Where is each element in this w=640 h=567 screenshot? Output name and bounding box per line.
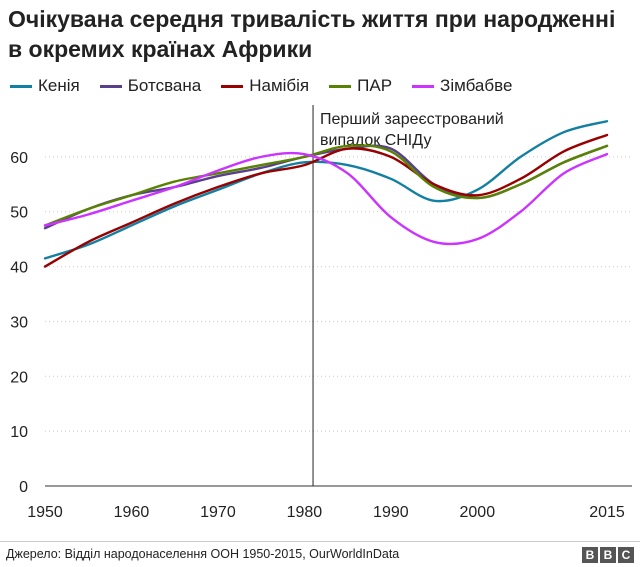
x-tick-label: 1960: [114, 504, 150, 521]
y-tick-label: 50: [10, 205, 28, 222]
y-tick-label: 0: [19, 479, 28, 496]
legend-swatch: [221, 84, 244, 88]
legend-label: Ботсвана: [127, 76, 202, 95]
legend-item: Кенія: [10, 76, 80, 96]
source-note: Джерело: Відділ народонаселення ООН 1950…: [6, 547, 400, 561]
legend-label: Намібія: [249, 76, 310, 95]
line-chart: 0 10 20 30 40 50 60 1950 1960 1970 1980 1990 2000 201…: [10, 105, 632, 521]
x-tick-label: 1990: [373, 504, 409, 521]
x-tick-label: 2000: [460, 504, 496, 521]
series-line: [43, 133, 609, 268]
bbc-logo: B B C: [582, 547, 634, 563]
x-tick-label: 1980: [287, 504, 323, 521]
x-tick-label: 1950: [27, 504, 63, 521]
series-line: [43, 151, 609, 246]
bbc-logo-letter: B: [600, 547, 616, 563]
series-line: [43, 144, 609, 230]
series-line: [43, 144, 609, 227]
y-tick-label: 60: [10, 150, 28, 167]
annotation-text: Перший зареєстрований: [320, 111, 504, 128]
bbc-logo-letter: C: [618, 547, 634, 563]
legend-swatch: [329, 84, 352, 88]
legend-swatch: [10, 84, 32, 88]
legend-swatch: [99, 84, 122, 88]
x-tick-label: 2015: [589, 504, 625, 521]
legend-item: ПАР: [329, 76, 392, 96]
y-tick-label: 20: [10, 369, 28, 386]
bbc-logo-letter: B: [582, 547, 598, 563]
legend-item: Намібія: [221, 76, 309, 96]
y-tick-label: 30: [10, 314, 28, 331]
legend-label: Кенія: [38, 76, 80, 95]
chart-legend: Кенія Ботсвана Намібія ПАР Зімбабве: [10, 76, 532, 96]
footer: Джерело: Відділ народонаселення ООН 1950…: [0, 541, 640, 567]
x-tick-label: 1970: [200, 504, 236, 521]
y-tick-label: 10: [10, 424, 28, 441]
series-line: [43, 120, 609, 260]
legend-swatch: [412, 84, 435, 88]
y-tick-label: 40: [10, 260, 28, 277]
legend-label: Зімбабве: [440, 76, 513, 95]
legend-item: Ботсвана: [99, 76, 202, 96]
legend-item: Зімбабве: [412, 76, 512, 96]
legend-label: ПАР: [357, 76, 393, 95]
chart-title: Очікувана середня тривалість життя при н…: [8, 6, 616, 62]
